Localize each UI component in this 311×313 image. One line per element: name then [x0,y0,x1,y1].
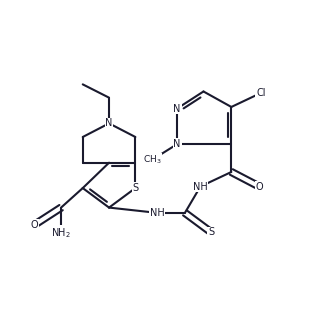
Text: N: N [174,104,181,114]
Text: O: O [31,220,39,230]
Text: N: N [105,118,113,128]
Text: N: N [174,139,181,149]
Text: S: S [208,227,214,237]
Text: NH: NH [193,182,208,192]
Text: CH$_3$: CH$_3$ [143,153,162,166]
Text: NH: NH [150,208,165,218]
Text: Cl: Cl [256,88,266,98]
Text: S: S [132,183,138,193]
Text: O: O [255,182,263,192]
Text: NH$_2$: NH$_2$ [51,226,71,240]
